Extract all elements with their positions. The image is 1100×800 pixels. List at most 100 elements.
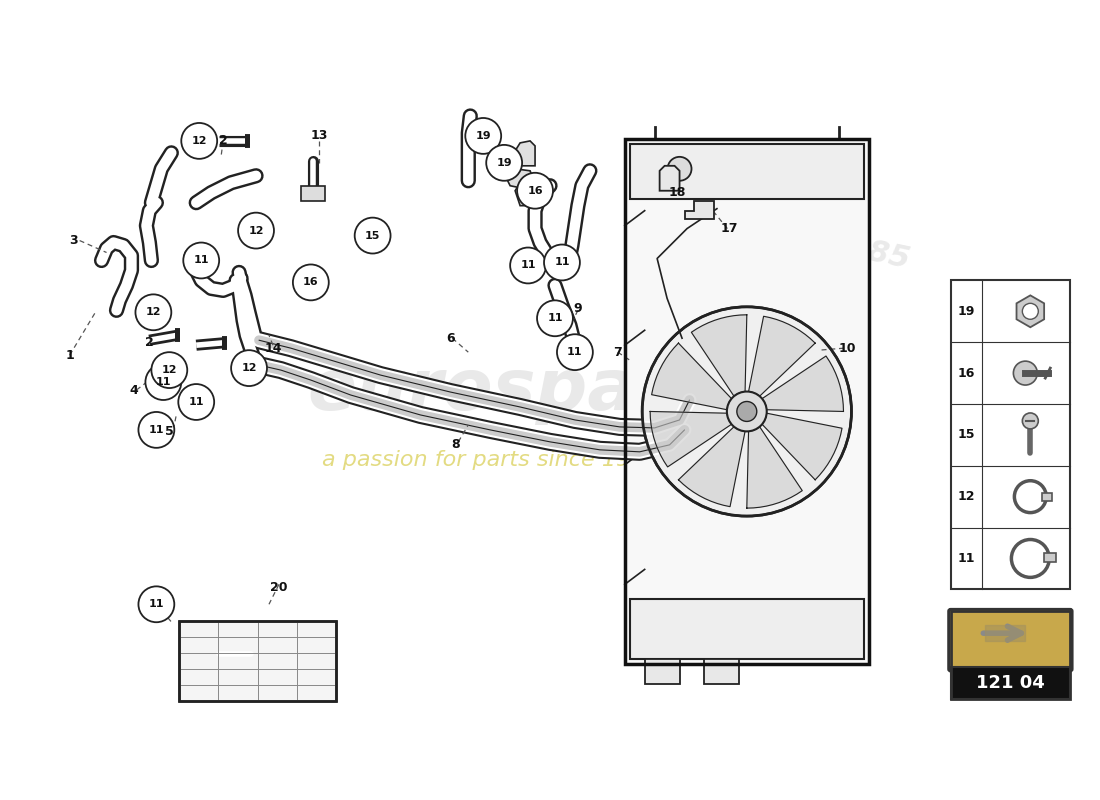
Circle shape: [465, 118, 502, 154]
Polygon shape: [749, 316, 815, 396]
Circle shape: [727, 391, 767, 431]
Polygon shape: [515, 181, 535, 206]
Text: 11: 11: [958, 552, 976, 565]
Text: 11: 11: [148, 425, 164, 435]
Text: 12: 12: [191, 136, 207, 146]
Bar: [950, 667, 1070, 699]
Polygon shape: [747, 426, 802, 508]
Polygon shape: [515, 141, 535, 166]
Text: a passion for parts since 1985: a passion for parts since 1985: [322, 450, 659, 470]
Text: 13: 13: [310, 130, 328, 142]
Bar: [629, 144, 864, 198]
Bar: [950, 611, 1070, 699]
Polygon shape: [679, 426, 745, 506]
Polygon shape: [684, 201, 714, 218]
Circle shape: [152, 352, 187, 388]
Bar: [1043, 493, 1053, 501]
Text: 19: 19: [496, 158, 512, 168]
Text: 18: 18: [669, 186, 686, 199]
Circle shape: [1022, 303, 1038, 319]
Polygon shape: [505, 169, 535, 189]
Circle shape: [642, 307, 851, 516]
Text: 11: 11: [188, 397, 204, 407]
Polygon shape: [660, 166, 680, 190]
Text: 11: 11: [194, 255, 209, 266]
Circle shape: [737, 402, 757, 422]
Circle shape: [238, 213, 274, 249]
Text: since 1985: since 1985: [726, 207, 912, 274]
Text: 12: 12: [249, 226, 264, 235]
Polygon shape: [650, 411, 732, 467]
Bar: [179, 622, 336, 701]
Bar: [950, 281, 1070, 590]
Circle shape: [486, 145, 522, 181]
Circle shape: [182, 123, 217, 159]
Text: 5: 5: [165, 426, 174, 438]
Polygon shape: [762, 413, 842, 480]
Circle shape: [537, 300, 573, 336]
Text: 17: 17: [720, 222, 738, 235]
Text: 11: 11: [155, 377, 172, 387]
Circle shape: [135, 294, 172, 330]
Text: 6: 6: [446, 332, 454, 345]
Bar: [301, 186, 324, 201]
Text: 16: 16: [302, 278, 319, 287]
Text: 11: 11: [520, 261, 536, 270]
Text: 20: 20: [271, 581, 288, 594]
Text: 11: 11: [148, 599, 164, 610]
Text: 11: 11: [547, 314, 563, 323]
Text: 2: 2: [219, 134, 228, 147]
Bar: [625, 139, 869, 664]
Circle shape: [544, 245, 580, 281]
Text: 2: 2: [145, 336, 154, 349]
Circle shape: [354, 218, 390, 254]
Text: 11: 11: [554, 258, 570, 267]
Text: 12: 12: [162, 365, 177, 375]
Text: 11: 11: [568, 347, 583, 357]
Text: 4: 4: [129, 383, 138, 397]
Text: 15: 15: [958, 428, 976, 442]
Polygon shape: [762, 356, 844, 411]
FancyArrowPatch shape: [983, 626, 1021, 640]
Bar: [1044, 554, 1056, 562]
Text: 16: 16: [527, 186, 543, 196]
Circle shape: [517, 173, 553, 209]
Circle shape: [178, 384, 215, 420]
Bar: [645, 659, 680, 684]
Circle shape: [1013, 361, 1037, 385]
Circle shape: [510, 247, 546, 283]
Text: 3: 3: [69, 234, 78, 247]
Circle shape: [145, 364, 182, 400]
Text: 10: 10: [838, 342, 856, 354]
Text: 121 04: 121 04: [976, 674, 1045, 692]
Circle shape: [1022, 413, 1038, 429]
Text: 19: 19: [475, 131, 491, 141]
Circle shape: [557, 334, 593, 370]
Text: 12: 12: [241, 363, 256, 373]
Bar: [179, 622, 336, 701]
Polygon shape: [692, 314, 747, 396]
Polygon shape: [651, 343, 732, 410]
Polygon shape: [986, 626, 1025, 641]
Circle shape: [139, 586, 174, 622]
Text: 15: 15: [365, 230, 381, 241]
FancyBboxPatch shape: [948, 610, 1072, 671]
Polygon shape: [1016, 295, 1044, 327]
Text: 9: 9: [573, 302, 582, 315]
Text: 16: 16: [958, 366, 976, 379]
Bar: [629, 599, 864, 659]
Text: eurospar: eurospar: [308, 355, 672, 425]
Text: 12: 12: [958, 490, 976, 503]
Bar: [625, 139, 869, 664]
Text: 8: 8: [451, 438, 460, 451]
Circle shape: [668, 157, 692, 181]
Text: 12: 12: [145, 307, 161, 318]
Circle shape: [231, 350, 267, 386]
Bar: [704, 659, 739, 684]
Circle shape: [139, 412, 174, 448]
Circle shape: [293, 265, 329, 300]
Text: 7: 7: [614, 346, 623, 358]
Text: 14: 14: [264, 342, 282, 354]
Text: 19: 19: [958, 305, 976, 318]
Circle shape: [184, 242, 219, 278]
